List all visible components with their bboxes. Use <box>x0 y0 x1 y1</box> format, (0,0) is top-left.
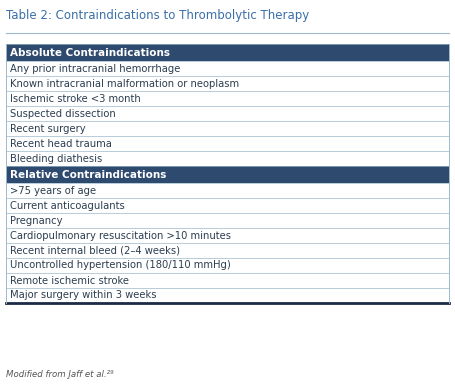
Text: >75 years of age: >75 years of age <box>10 186 96 196</box>
Bar <box>6 121 449 136</box>
Text: Cardiopulmonary resuscitation >10 minutes: Cardiopulmonary resuscitation >10 minute… <box>10 231 231 240</box>
Bar <box>6 183 449 198</box>
Bar <box>6 198 449 213</box>
Bar <box>6 288 449 303</box>
Bar <box>6 243 449 258</box>
Bar <box>6 91 449 106</box>
Bar <box>6 151 449 166</box>
Bar <box>6 136 449 151</box>
Bar <box>6 76 449 91</box>
Text: Suspected dissection: Suspected dissection <box>10 109 116 119</box>
Text: Major surgery within 3 weeks: Major surgery within 3 weeks <box>10 291 157 300</box>
Text: Any prior intracranial hemorrhage: Any prior intracranial hemorrhage <box>10 63 180 74</box>
Bar <box>6 213 449 228</box>
Text: Recent surgery: Recent surgery <box>10 123 86 133</box>
Bar <box>6 166 449 183</box>
Text: Relative Contraindications: Relative Contraindications <box>10 170 167 179</box>
Text: Bleeding diathesis: Bleeding diathesis <box>10 154 102 163</box>
Bar <box>6 258 449 273</box>
Text: Recent internal bleed (2–4 weeks): Recent internal bleed (2–4 weeks) <box>10 245 180 256</box>
Text: Table 2: Contraindications to Thrombolytic Therapy: Table 2: Contraindications to Thrombolyt… <box>6 9 309 22</box>
Bar <box>6 273 449 288</box>
Bar <box>6 61 449 76</box>
Text: Pregnancy: Pregnancy <box>10 216 62 226</box>
Text: Ischemic stroke <3 month: Ischemic stroke <3 month <box>10 93 141 103</box>
Text: Uncontrolled hypertension (180/110 mmHg): Uncontrolled hypertension (180/110 mmHg) <box>10 261 231 270</box>
Bar <box>6 44 449 61</box>
Text: Current anticoagulants: Current anticoagulants <box>10 200 125 210</box>
Text: Absolute Contraindications: Absolute Contraindications <box>10 47 170 58</box>
Text: Modified from Jaff et al.²⁹: Modified from Jaff et al.²⁹ <box>6 370 114 379</box>
Text: Recent head trauma: Recent head trauma <box>10 138 112 149</box>
Text: Remote ischemic stroke: Remote ischemic stroke <box>10 275 129 286</box>
Bar <box>6 106 449 121</box>
Text: Known intracranial malformation or neoplasm: Known intracranial malformation or neopl… <box>10 79 239 89</box>
Bar <box>6 228 449 243</box>
